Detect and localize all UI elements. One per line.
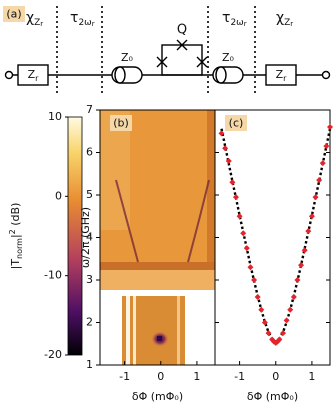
data-point — [265, 330, 272, 337]
panel-label: (a) — [6, 8, 21, 21]
heatmap — [100, 110, 215, 365]
impedance-box — [17, 64, 49, 86]
y-axis-label: ω/2π (GHz) — [79, 207, 92, 268]
fit-line — [220, 128, 332, 344]
y-tick-label: 2 — [86, 316, 93, 329]
panel-label-bg — [225, 115, 247, 131]
port — [321, 70, 331, 80]
inset-stripe — [133, 296, 136, 365]
colorbar-tick-label: 10 — [48, 110, 62, 123]
data-point — [279, 330, 286, 337]
data-point — [323, 143, 330, 150]
colorbar-tick-label: -20 — [44, 348, 62, 361]
data-point — [301, 247, 308, 254]
component-label: Z₀ — [121, 51, 134, 64]
x-axis-label: δΦ (mΦ₀) — [132, 390, 183, 403]
component-label: Z₀ — [222, 51, 235, 64]
y-tick-label: 5 — [86, 188, 93, 201]
y-tick-label: 3 — [86, 273, 93, 286]
josephson-junction — [156, 39, 208, 68]
y-tick-label: 6 — [86, 146, 93, 159]
heatmap-feature — [115, 179, 139, 263]
colorbar: |Tnorm|2 (dB) — [8, 116, 83, 356]
x-tick-label: -1 — [119, 370, 130, 383]
data-point — [276, 336, 283, 343]
data-point — [312, 194, 319, 201]
data-point — [222, 145, 229, 152]
y-tick-label: 1 — [86, 358, 93, 371]
data-point — [319, 160, 326, 167]
data-point — [236, 213, 243, 220]
component-label: Zr — [28, 68, 40, 83]
data-point — [218, 130, 225, 137]
colorbar-gradient — [67, 116, 83, 356]
squid-loop — [161, 44, 203, 76]
data-point — [243, 245, 250, 252]
data-point — [305, 228, 312, 235]
port — [4, 70, 14, 80]
impedance-box — [265, 64, 297, 86]
x-tick-label: -1 — [234, 370, 245, 383]
region-label: χZr — [26, 10, 43, 28]
heatmap-feature — [187, 179, 210, 263]
inset-dip — [157, 336, 162, 341]
coax-end — [114, 66, 126, 84]
panel-label-bg — [110, 115, 132, 131]
coax-end — [215, 66, 227, 84]
data-point — [251, 277, 258, 283]
panel-label: (b) — [113, 117, 129, 130]
data-point — [258, 306, 265, 313]
heatmap-region — [100, 270, 215, 290]
data-point — [287, 306, 294, 313]
inset — [122, 296, 185, 365]
panel-a: (a) χZr τ2ωr Q τ2ωr χZr Zr Z₀ Z₀ Zr — [3, 6, 331, 96]
data-point — [229, 179, 236, 186]
data-point — [254, 294, 261, 300]
data-point — [308, 213, 315, 220]
data-point — [247, 264, 254, 271]
plot-frame — [214, 109, 331, 366]
data-point — [327, 124, 333, 130]
colorbar-label: |Tnorm|2 (dB) — [8, 203, 24, 270]
x-tick-label: 1 — [308, 370, 315, 383]
inset-stripe — [126, 296, 130, 365]
region-label: χZr — [276, 10, 293, 28]
data-point — [283, 317, 290, 324]
heatmap-region — [207, 110, 215, 262]
data-point — [316, 177, 323, 184]
y-tick-label: 7 — [86, 103, 93, 116]
data-point — [225, 158, 232, 164]
data-point — [261, 319, 268, 326]
data-point — [232, 194, 239, 201]
component-label: Zr — [276, 68, 288, 83]
colorbar-tick-label: 0 — [55, 189, 62, 202]
x-tick-label: 0 — [157, 370, 164, 383]
x-tick-label: 1 — [193, 370, 200, 383]
region-label: Q — [177, 23, 187, 38]
data-point — [294, 277, 301, 283]
region-label: τ2ωr — [70, 10, 95, 28]
x-axis-label: δΦ (mΦ₀) — [247, 390, 298, 403]
colorbar-tick-label: -10 — [44, 269, 62, 282]
panel-label: (c) — [229, 117, 244, 130]
inset-stripe — [177, 296, 180, 365]
data-point — [290, 294, 297, 300]
y-tick-label: 4 — [86, 231, 93, 244]
heatmap-band — [100, 262, 215, 270]
panel-label-bg — [3, 6, 25, 22]
data-point — [240, 230, 247, 237]
x-tick-label: 0 — [272, 370, 279, 383]
data-point — [298, 262, 305, 269]
region-label: τ2ωr — [222, 10, 247, 28]
